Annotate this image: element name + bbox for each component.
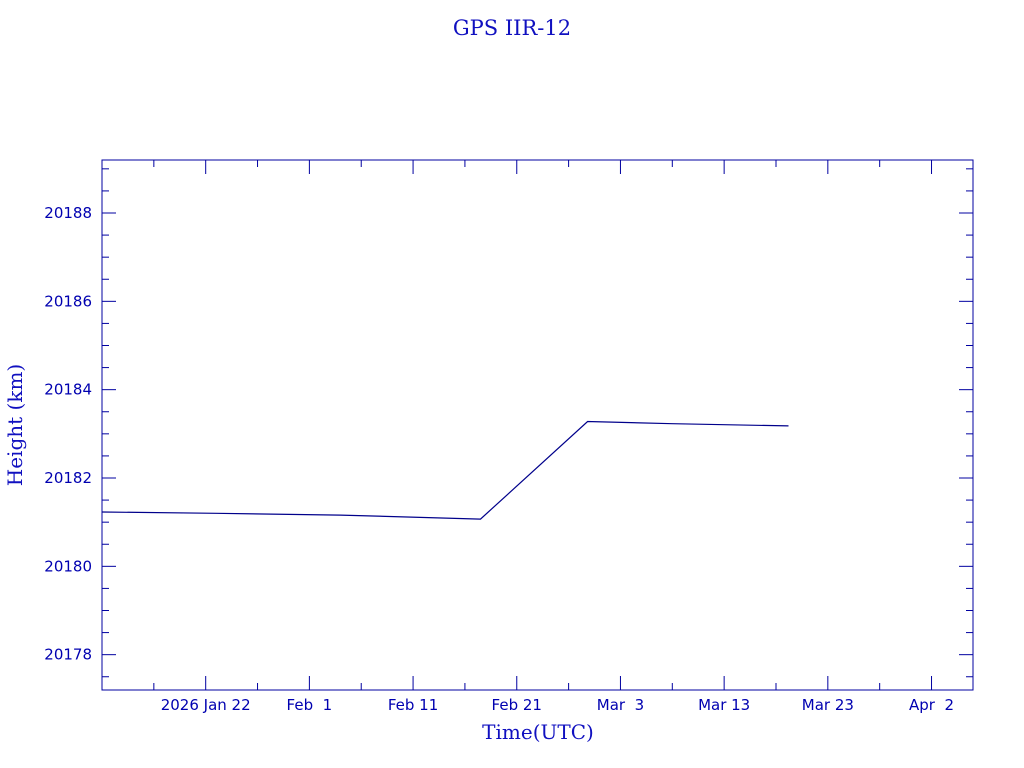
x-tick-label: Mar 13: [698, 696, 750, 714]
x-tick-label: 2026 Jan 22: [161, 696, 251, 714]
series-line: [101, 420, 789, 520]
x-tick-label: Feb 21: [492, 696, 542, 714]
y-tick-label: 20184: [44, 381, 92, 399]
x-tick-label: Mar 3: [597, 696, 644, 714]
x-tick-label: Feb 11: [388, 696, 438, 714]
x-tick-label: Apr 2: [909, 696, 954, 714]
x-tick-label: Feb 1: [287, 696, 333, 714]
x-tick-label: Mar 23: [802, 696, 854, 714]
y-tick-label: 20188: [44, 204, 92, 222]
plot-frame: [101, 159, 974, 691]
y-tick-label: 20182: [44, 469, 92, 487]
x-axis-title: Time(UTC): [482, 720, 594, 744]
y-axis-title: Height (km): [3, 364, 27, 486]
y-tick-label: 20186: [44, 292, 92, 310]
y-tick-label: 20180: [44, 557, 92, 575]
y-tick-label: 20178: [44, 646, 92, 664]
chart-title: GPS IIR-12: [452, 16, 572, 40]
